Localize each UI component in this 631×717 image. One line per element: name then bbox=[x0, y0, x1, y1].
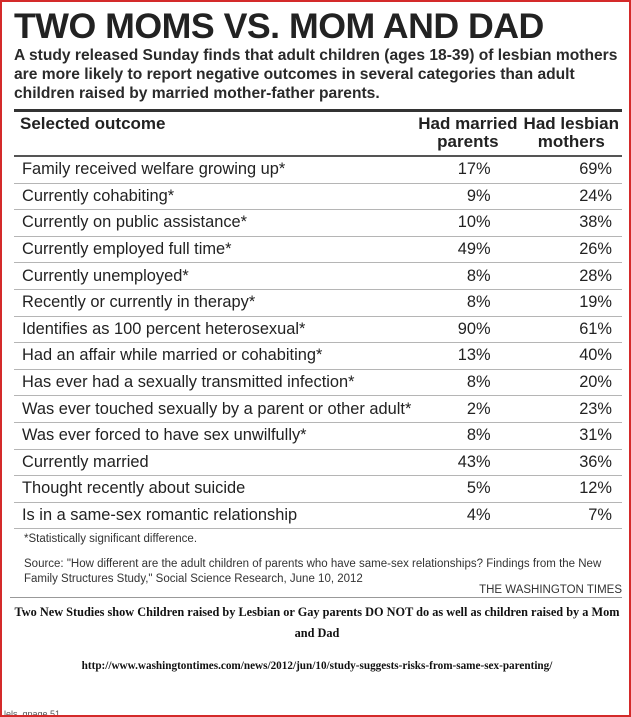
row-outcome: Was ever forced to have sex unwilfully* bbox=[14, 422, 416, 450]
row-outcome: Is in a same-sex romantic relationship bbox=[14, 502, 416, 530]
row-outcome: Family received welfare growing up* bbox=[14, 154, 416, 184]
row-outcome: Currently married bbox=[14, 449, 416, 477]
table-header-row: Selected outcome Had married parents Had… bbox=[14, 112, 622, 156]
caption: Two New Studies show Children raised by … bbox=[14, 605, 620, 640]
row-married-value: 90% bbox=[415, 316, 521, 344]
table-row: Is in a same-sex romantic relationship 4%… bbox=[14, 502, 622, 530]
table-row: Currently unemployed* 8% 28% bbox=[14, 262, 622, 290]
row-outcome: Currently cohabiting* bbox=[14, 183, 416, 211]
row-outcome: Recently or currently in therapy* bbox=[14, 289, 416, 317]
table-row: Recently or currently in therapy* 8% 19% bbox=[14, 289, 622, 317]
row-married-value: 8% bbox=[415, 369, 521, 397]
table-row: Identifies as 100 percent heterosexual* 9… bbox=[14, 316, 622, 344]
row-lesbian-value: 26% bbox=[520, 236, 622, 264]
table-row: Was ever forced to have sex unwilfully* 8… bbox=[14, 422, 622, 450]
row-lesbian-value: 28% bbox=[520, 262, 622, 290]
row-outcome: Identifies as 100 percent heterosexual* bbox=[14, 316, 416, 344]
row-lesbian-value: 36% bbox=[520, 449, 622, 477]
row-lesbian-value: 38% bbox=[520, 209, 622, 237]
column-header-married: Had married parents bbox=[418, 114, 518, 151]
row-married-value: 8% bbox=[415, 289, 521, 317]
row-married-value: 8% bbox=[415, 422, 521, 450]
row-married-value: 17% bbox=[415, 154, 521, 184]
table-row: Currently on public assistance* 10% 38% bbox=[14, 209, 622, 237]
source-url: http://www.washingtontimes.com/news/2012… bbox=[81, 660, 553, 672]
row-married-value: 9% bbox=[415, 183, 521, 211]
row-lesbian-value: 31% bbox=[520, 422, 622, 450]
row-married-value: 2% bbox=[415, 395, 521, 423]
row-lesbian-value: 24% bbox=[520, 183, 622, 211]
row-lesbian-value: 20% bbox=[520, 369, 622, 397]
row-lesbian-value: 69% bbox=[520, 154, 622, 184]
row-outcome: Currently on public assistance* bbox=[14, 209, 416, 237]
row-married-value: 8% bbox=[415, 262, 521, 290]
headline: TWO MOMS VS. MOM AND DAD bbox=[14, 7, 544, 46]
table-row: Currently cohabiting* 9% 24% bbox=[14, 183, 622, 211]
intro-text: A study released Sunday finds that adult… bbox=[14, 47, 618, 102]
row-lesbian-value: 12% bbox=[520, 475, 622, 503]
row-outcome: Currently unemployed* bbox=[14, 262, 416, 290]
table-row: Has ever had a sexually transmitted infe… bbox=[14, 369, 622, 397]
infographic: TWO MOMS VS. MOM AND DAD A study release… bbox=[10, 8, 623, 587]
row-lesbian-value: 40% bbox=[520, 342, 622, 370]
outcomes-table: Selected outcome Had married parents Had… bbox=[14, 112, 622, 530]
footnote: *Statistically significant difference. bbox=[24, 533, 198, 546]
row-lesbian-value: 61% bbox=[520, 316, 622, 344]
table-row: Was ever touched sexually by a parent or… bbox=[14, 395, 622, 423]
publisher-brand: THE WASHINGTON TIMES bbox=[10, 584, 622, 598]
table-row: Thought recently about suicide 5% 12% bbox=[14, 475, 622, 503]
row-married-value: 4% bbox=[415, 502, 521, 530]
table-row: Currently employed full time* 49% 26% bbox=[14, 236, 622, 264]
row-married-value: 5% bbox=[415, 475, 521, 503]
table-row: Had an affair while married or cohabitin… bbox=[14, 342, 622, 370]
source-note: Source: "How different are the adult chi… bbox=[24, 558, 602, 586]
row-married-value: 13% bbox=[415, 342, 521, 370]
column-header-outcome: Selected outcome bbox=[20, 114, 166, 133]
header-rule bbox=[14, 109, 622, 112]
row-outcome: Had an affair while married or cohabitin… bbox=[14, 342, 416, 370]
row-outcome: Was ever touched sexually by a parent or… bbox=[14, 395, 416, 423]
table-row: Currently married 43% 36% bbox=[14, 449, 622, 477]
row-married-value: 43% bbox=[415, 449, 521, 477]
row-married-value: 10% bbox=[415, 209, 521, 237]
column-header-lesbian: Had lesbian mothers bbox=[523, 114, 619, 151]
row-outcome: Currently employed full time* bbox=[14, 236, 416, 264]
table-row: Family received welfare growing up* 17% 69… bbox=[14, 154, 622, 184]
row-lesbian-value: 7% bbox=[520, 502, 622, 530]
table-body: Family received welfare growing up* 17% 69… bbox=[14, 154, 622, 530]
corner-label: lels_gpage.51 bbox=[4, 709, 61, 717]
row-lesbian-value: 23% bbox=[520, 395, 622, 423]
row-outcome: Has ever had a sexually transmitted infe… bbox=[14, 369, 416, 397]
row-married-value: 49% bbox=[415, 236, 521, 264]
row-lesbian-value: 19% bbox=[520, 289, 622, 317]
row-outcome: Thought recently about suicide bbox=[14, 475, 416, 503]
